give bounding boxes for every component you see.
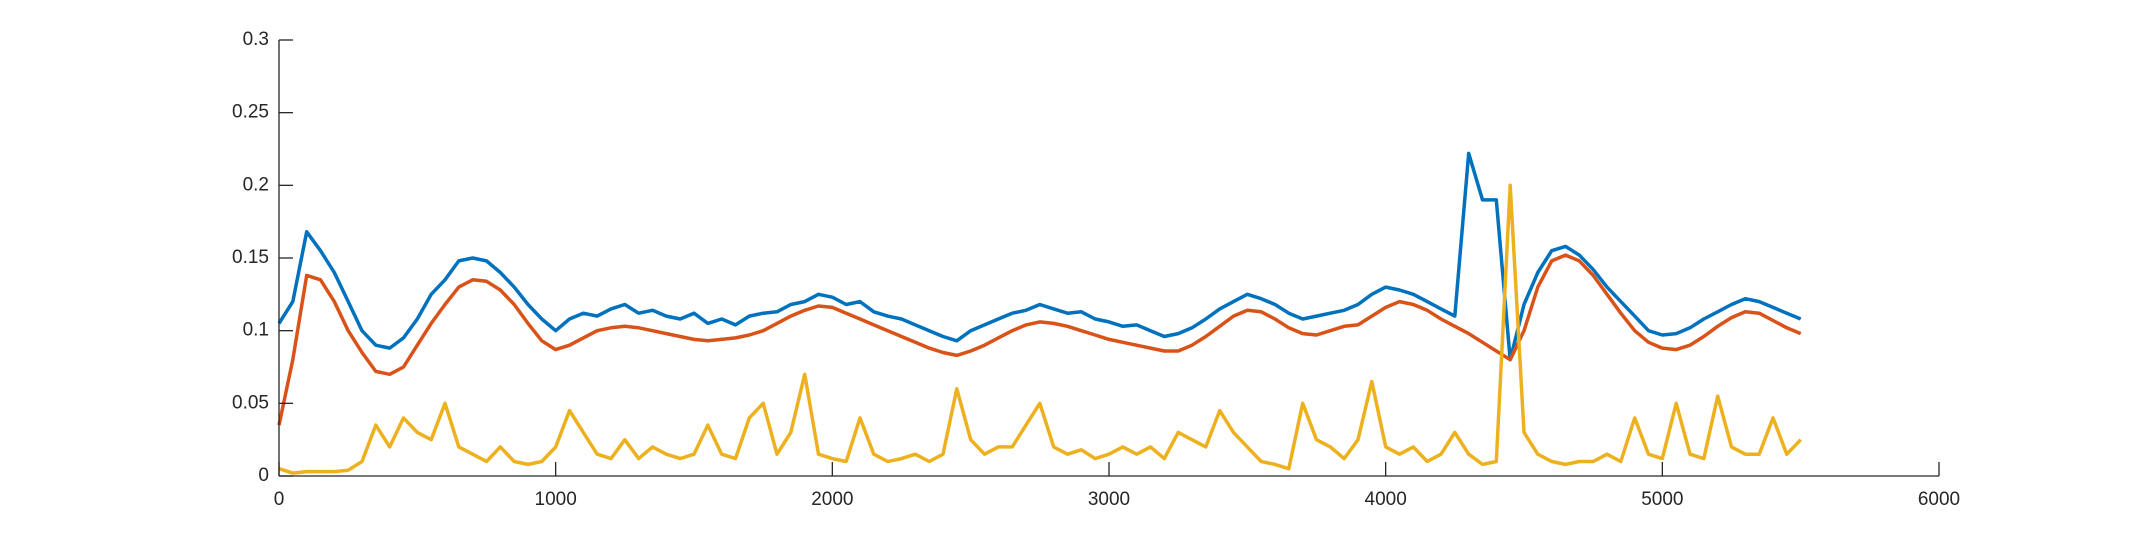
- y-tick-label: 0.05: [232, 392, 269, 413]
- y-tick-label: 0.15: [232, 247, 269, 268]
- y-tick-label: 0.25: [232, 102, 269, 123]
- y-tick-label: 0.3: [243, 29, 269, 50]
- x-tick-label: 1000: [535, 489, 577, 510]
- series-line: [277, 253, 1802, 426]
- x-tick-label: 2000: [811, 489, 853, 510]
- y-tick-label: 0.1: [243, 320, 269, 341]
- y-tick-label: 0.2: [243, 174, 269, 195]
- x-tick-label: 4000: [1365, 489, 1407, 510]
- series-line: [278, 183, 1802, 475]
- x-tick-label: 0: [274, 489, 285, 510]
- x-tick-label: 6000: [1918, 489, 1960, 510]
- x-tick-label: 5000: [1641, 489, 1683, 510]
- series-line: [277, 151, 1802, 362]
- x-tick-label: 3000: [1088, 489, 1130, 510]
- y-tick-label: 0: [258, 465, 269, 486]
